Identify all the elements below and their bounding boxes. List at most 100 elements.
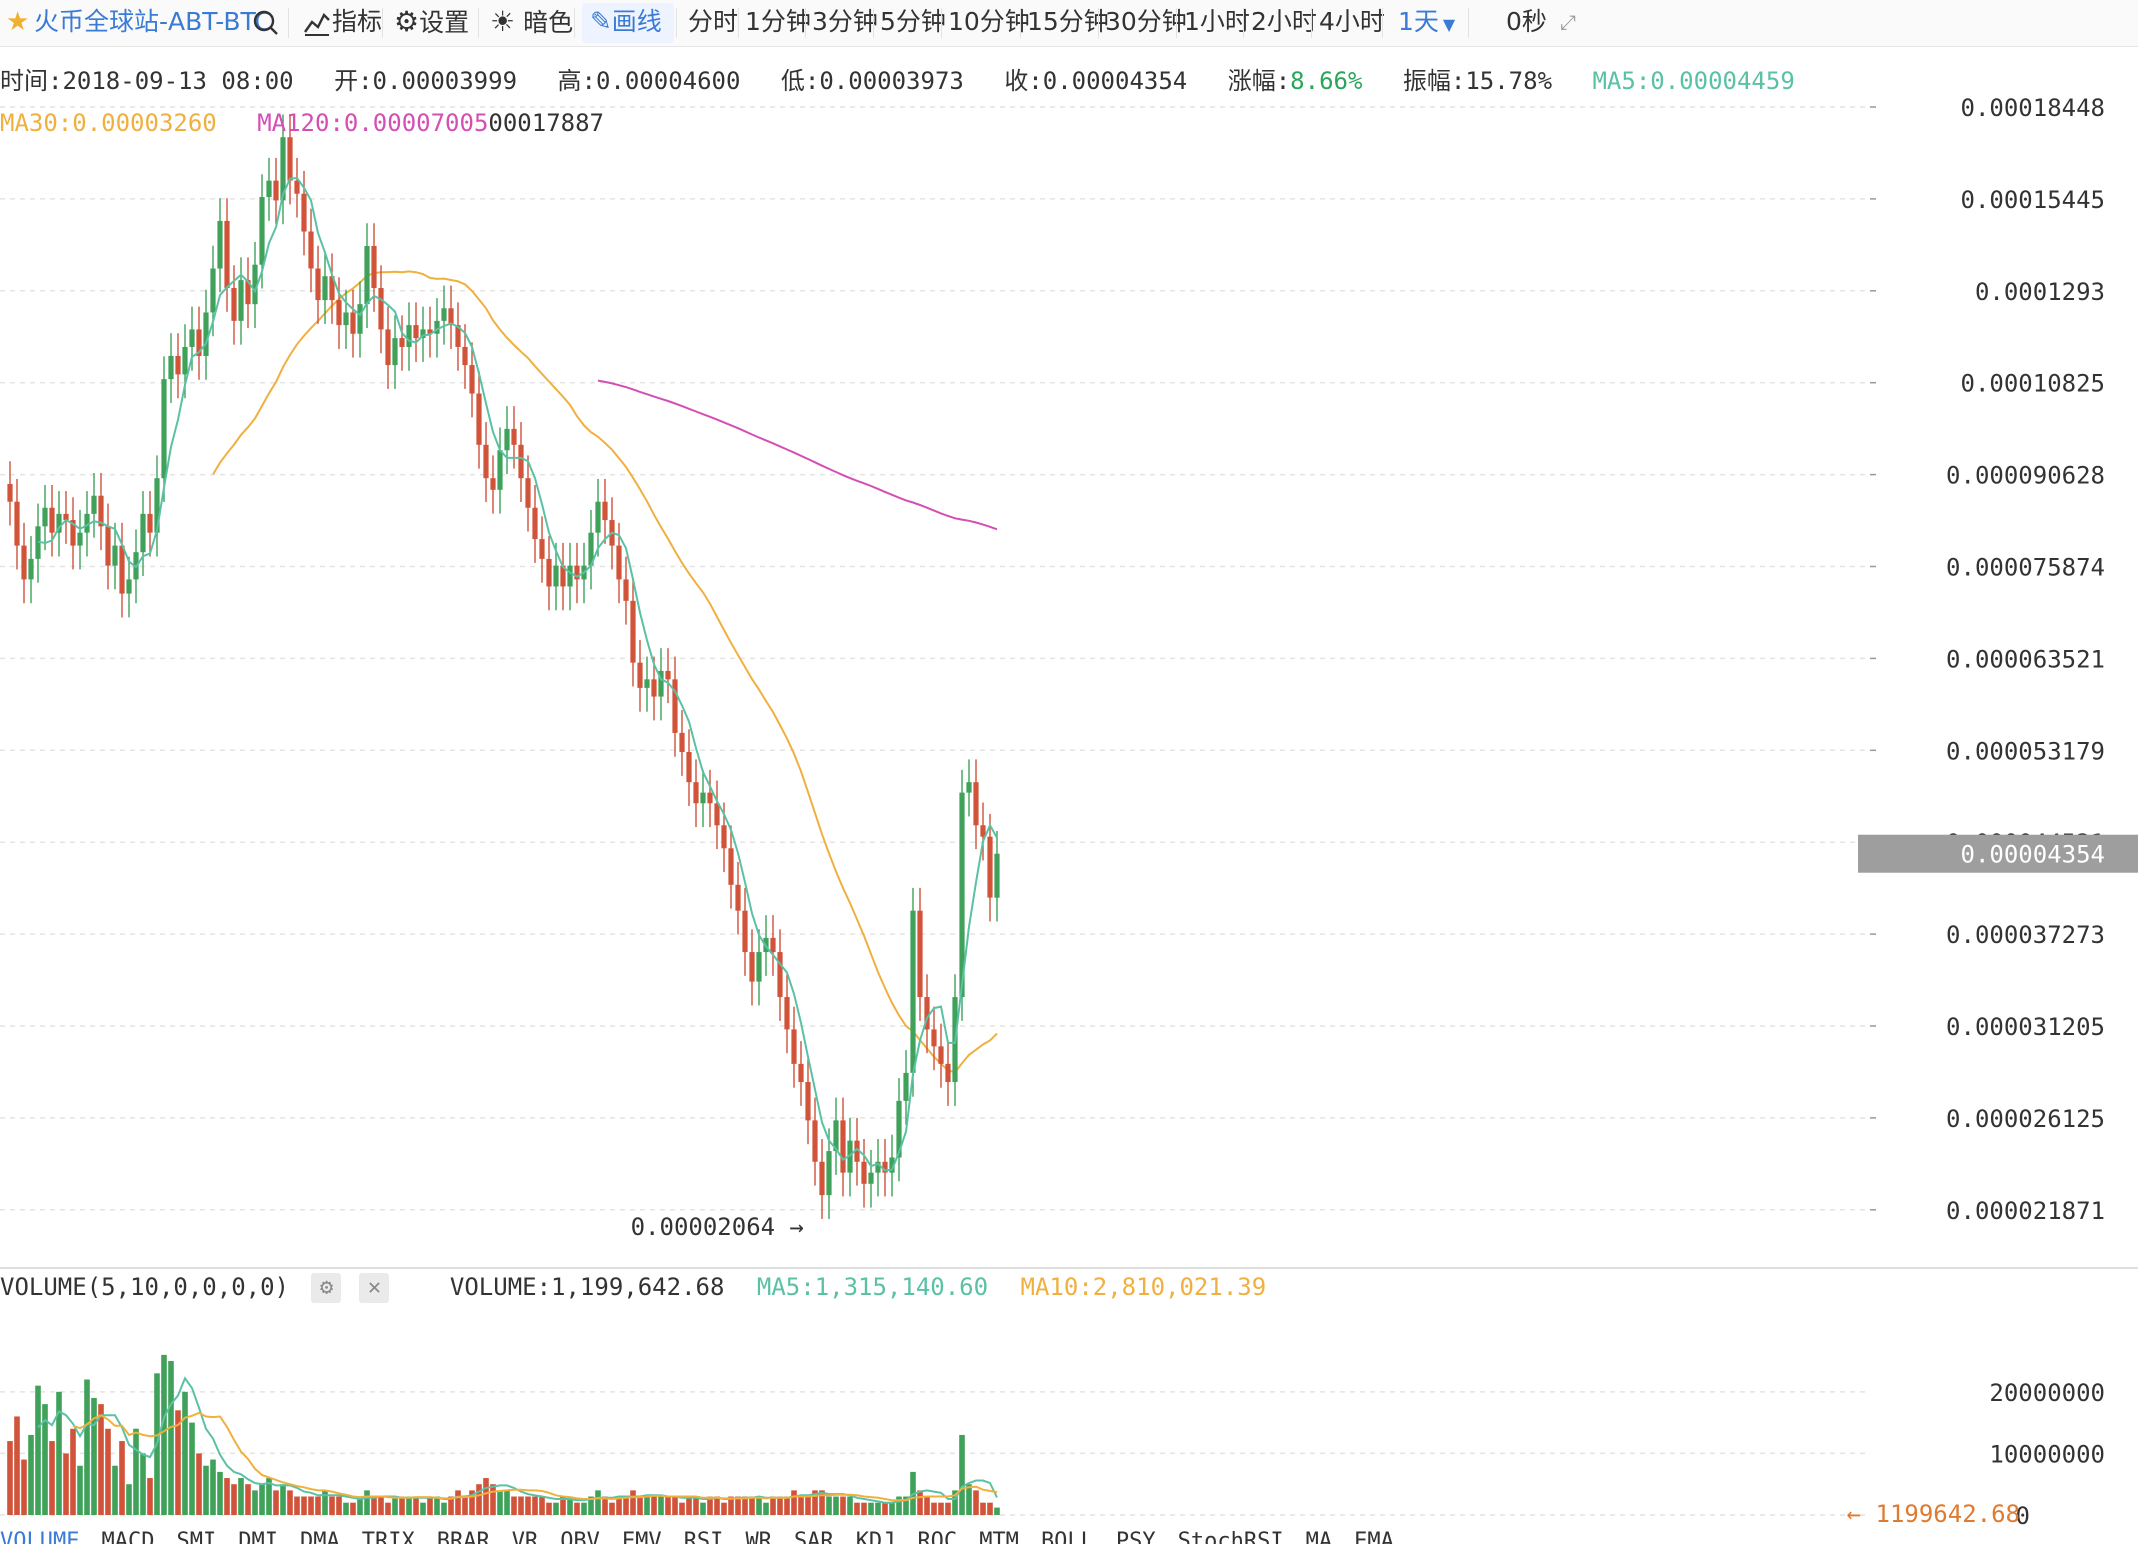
- chart-line-icon: [304, 12, 330, 36]
- volume-bar: [336, 1496, 342, 1515]
- volume-bar: [903, 1496, 909, 1515]
- volume-bar: [329, 1496, 335, 1515]
- indicator-tab-smi[interactable]: SMI: [176, 1529, 217, 1544]
- candle-down: [371, 246, 377, 289]
- candle-down: [147, 513, 153, 533]
- indicator-tab-trix[interactable]: TRIX: [361, 1529, 415, 1544]
- volume-bar: [917, 1490, 923, 1515]
- indicator-tab-mtm[interactable]: MTM: [979, 1529, 1019, 1544]
- indicator-tab-dma[interactable]: DMA: [299, 1529, 340, 1544]
- candle-down: [399, 338, 405, 347]
- volume-bar: [371, 1496, 377, 1515]
- indicator-tab-rsi[interactable]: RSI: [683, 1529, 724, 1544]
- candle-up: [238, 280, 244, 321]
- timeframe-4h[interactable]: 4小时: [1319, 7, 1385, 36]
- candle-up: [203, 312, 209, 356]
- timeframe-1m[interactable]: 1分钟: [745, 7, 811, 36]
- candle-down: [805, 1082, 811, 1121]
- indicator-tab-dmi[interactable]: DMI: [238, 1529, 278, 1544]
- volume-bar: [112, 1465, 118, 1515]
- candle-up: [266, 180, 272, 198]
- symbol-name[interactable]: 火币全球站-ABT-BTC: [34, 7, 272, 36]
- volume-bar: [938, 1502, 944, 1515]
- chart-markers: 0.00004354 0.00002064 → ← 1199642.68: [631, 834, 2138, 1528]
- gear-icon[interactable]: ⚙: [311, 1273, 342, 1303]
- volume-bar: [875, 1502, 881, 1515]
- timeframe-tick[interactable]: 分时: [688, 7, 739, 36]
- candle-up: [889, 1157, 895, 1173]
- candle-down: [301, 193, 307, 232]
- timeframe-5m[interactable]: 5分钟: [880, 7, 946, 36]
- toolbar-divider: [382, 8, 383, 38]
- caret-down-icon: ▼: [1442, 15, 1456, 34]
- candle-down: [742, 910, 748, 953]
- indicator-tab-vr[interactable]: VR: [511, 1529, 539, 1544]
- indicator-tab-boll[interactable]: BOLL: [1040, 1529, 1094, 1544]
- timeframe-15m[interactable]: 15分钟: [1027, 7, 1109, 36]
- candle-up: [154, 478, 160, 533]
- settings-button[interactable]: ⚙设置: [394, 0, 469, 46]
- indicators-button[interactable]: 指标: [302, 0, 382, 46]
- candle-up: [112, 545, 118, 566]
- volume-tick-label: 0: [2016, 1502, 2030, 1530]
- info-time: 时间:2018-09-13 08:00: [0, 67, 294, 95]
- candle-up: [392, 338, 398, 366]
- toolbar-divider: [1382, 8, 1383, 38]
- info-ma120: MA120:0.00007005: [257, 109, 489, 137]
- candle-down: [546, 558, 552, 587]
- volume-bar: [525, 1496, 531, 1515]
- fullscreen-icon[interactable]: ⤢: [1560, 10, 1576, 34]
- candle-down: [784, 997, 790, 1030]
- indicator-tab-ma[interactable]: MA: [1305, 1529, 1333, 1544]
- candle-down: [315, 268, 321, 301]
- candle-down: [973, 782, 979, 826]
- candle-up: [700, 792, 706, 804]
- volume-bar: [392, 1496, 398, 1515]
- max-price-label: 00017887: [488, 109, 604, 137]
- volume-bar: [413, 1496, 419, 1515]
- search-icon[interactable]: [252, 0, 280, 46]
- indicator-tab-kdj[interactable]: KDJ: [855, 1529, 896, 1544]
- gear-icon: ⚙: [394, 5, 420, 38]
- indicator-tab-sar[interactable]: SAR: [793, 1529, 834, 1544]
- indicator-tab-psy[interactable]: PSY: [1115, 1529, 1156, 1544]
- volume-bar: [483, 1478, 489, 1515]
- volume-bar: [308, 1496, 314, 1515]
- indicator-tab-stochrsi[interactable]: StochRSI: [1177, 1529, 1284, 1544]
- candle-down: [231, 288, 237, 321]
- indicator-tab-roc[interactable]: ROC: [917, 1529, 958, 1544]
- indicator-tab-wr[interactable]: WR: [745, 1529, 772, 1544]
- close-icon[interactable]: ✕: [359, 1273, 390, 1303]
- candle-up: [168, 355, 174, 380]
- candle-down: [798, 1063, 804, 1083]
- candle-down: [539, 539, 545, 559]
- info-open: 开:0.00003999: [334, 67, 518, 95]
- theme-toggle-button[interactable]: ☀ 暗色: [490, 0, 573, 46]
- volume-axis: 20000000 10000000 0: [1989, 1379, 2105, 1530]
- timeframe-10m[interactable]: 10分钟: [948, 7, 1030, 36]
- toolbar-divider: [941, 8, 942, 38]
- timeframe-dropdown[interactable]: 1天 ▼: [1398, 0, 1455, 46]
- draw-button[interactable]: ✎画线: [590, 0, 662, 46]
- candle-down: [728, 848, 734, 885]
- timeframe-1h[interactable]: 1小时: [1184, 7, 1250, 36]
- candle-down: [378, 288, 384, 330]
- volume-bar: [784, 1496, 790, 1515]
- indicator-tab-macd[interactable]: MACD: [101, 1529, 155, 1544]
- timeframe-3m[interactable]: 3分钟: [812, 7, 878, 36]
- info-high: 高:0.00004600: [557, 67, 741, 95]
- indicator-tab-emv[interactable]: EMV: [621, 1529, 662, 1544]
- indicator-tab-obv[interactable]: OBV: [560, 1529, 600, 1544]
- star-icon[interactable]: ★: [6, 7, 30, 37]
- indicator-tab-brar[interactable]: BRAR: [436, 1529, 490, 1544]
- volume-bar: [973, 1490, 979, 1515]
- candle-down: [987, 836, 993, 898]
- price-tick-label: 0.000075874: [1946, 554, 2105, 582]
- volume-bar: [889, 1502, 895, 1515]
- indicator-tab-ema[interactable]: EMA: [1354, 1529, 1394, 1544]
- price-tick-label: 0.000021871: [1946, 1197, 2105, 1225]
- indicator-tab-volume[interactable]: VOLUME: [0, 1529, 80, 1544]
- timeframe-30m[interactable]: 30分钟: [1105, 7, 1187, 36]
- timeframe-2h[interactable]: 2小时: [1251, 7, 1317, 36]
